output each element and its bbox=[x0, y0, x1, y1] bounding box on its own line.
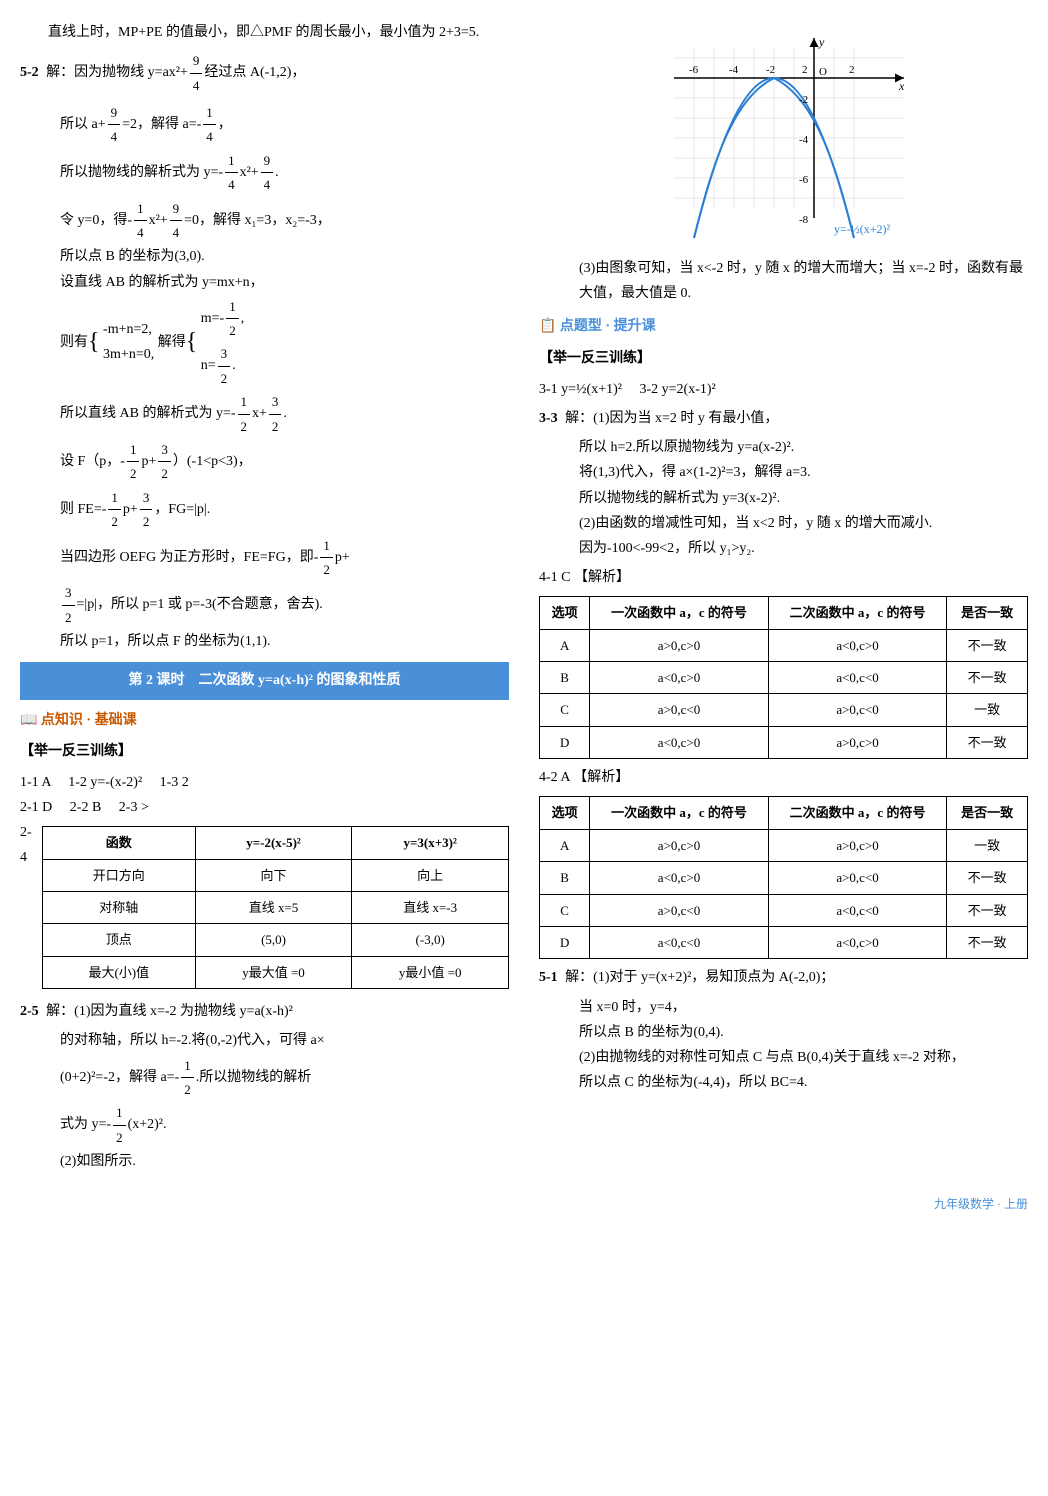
problem-3-3: 3-3 解：(1)因为当 x=2 时 y 有最小值， bbox=[539, 406, 1028, 431]
problem-4-2: 4-2 A 【解析】 bbox=[539, 765, 1028, 790]
table-4-1: 选项一次函数中 a，c 的符号二次函数中 a，c 的符号是否一致 Aa>0,c>… bbox=[539, 596, 1028, 759]
training-header: 【举一反三训练】 bbox=[20, 739, 509, 764]
problem-2-5: 2-5 解：(1)因为直线 x=-2 为抛物线 y=a(x-h)² bbox=[20, 999, 509, 1024]
svg-text:-4: -4 bbox=[729, 64, 739, 76]
page-footer: 九年级数学 · 上册 bbox=[20, 1194, 1028, 1216]
svg-text:-4: -4 bbox=[799, 134, 809, 146]
table-2-4: 函数y=-2(x-5)²y=3(x+3)² 开口方向向下向上 对称轴直线 x=5… bbox=[42, 826, 509, 989]
intro-text: 直线上时，MP+PE 的值最小，即△PMF 的周长最小，最小值为 2+3=5. bbox=[20, 20, 509, 45]
svg-text:y=-½(x+2)²: y=-½(x+2)² bbox=[834, 222, 891, 236]
basics-header: 📖 点知识 · 基础课 bbox=[20, 708, 509, 733]
svg-text:-6: -6 bbox=[689, 64, 699, 76]
table-2-4-wrapper: 2-4 函数y=-2(x-5)²y=3(x+3)² 开口方向向下向上 对称轴直线… bbox=[20, 820, 509, 995]
svg-text:2: 2 bbox=[849, 64, 855, 76]
svg-text:-2: -2 bbox=[766, 64, 775, 76]
svg-text:O: O bbox=[819, 66, 827, 78]
problem-5-2: 5-2 解：因为抛物线 y=ax²+94经过点 A(-1,2)， bbox=[20, 49, 509, 97]
svg-text:2: 2 bbox=[802, 64, 808, 76]
svg-text:-8: -8 bbox=[799, 214, 809, 226]
lesson-2-title: 第 2 课时 二次函数 y=a(x-h)² 的图象和性质 bbox=[20, 662, 509, 699]
problem-5-1: 5-1 解：(1)对于 y=(x+2)²，易知顶点为 A(-2,0)； bbox=[539, 965, 1028, 990]
svg-text:-2: -2 bbox=[799, 94, 808, 106]
advance-header: 📋 点题型 · 提升课 bbox=[539, 314, 1028, 339]
svg-text:x: x bbox=[898, 79, 905, 93]
problem-4-1: 4-1 C 【解析】 bbox=[539, 565, 1028, 590]
table-4-2: 选项一次函数中 a，c 的符号二次函数中 a，c 的符号是否一致 Aa>0,c>… bbox=[539, 796, 1028, 959]
parabola-graph: y x 2 O -6 -4 -2 2 -2 -4 -6 -8 y=-½(x+2)… bbox=[654, 28, 914, 248]
svg-text:-6: -6 bbox=[799, 174, 809, 186]
svg-text:y: y bbox=[818, 35, 825, 49]
